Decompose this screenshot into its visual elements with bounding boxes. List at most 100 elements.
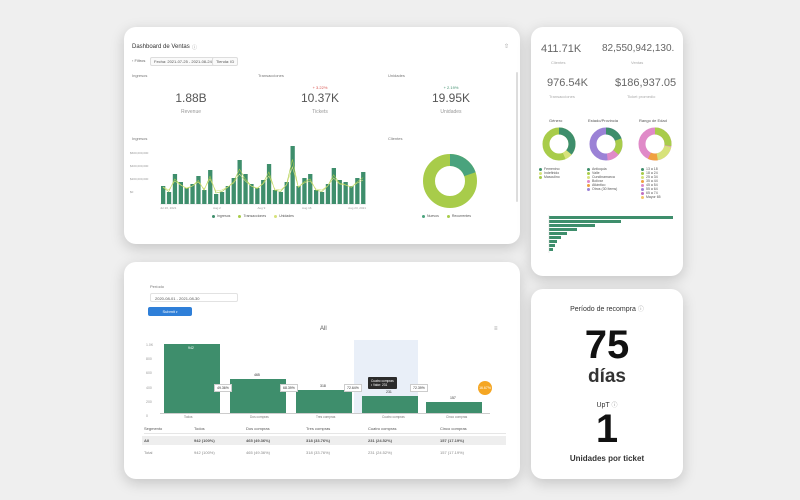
kpi-delta-transactions: + 3.22% <box>312 85 328 90</box>
table-row-highlight <box>142 436 506 445</box>
revenue-bar[interactable] <box>272 190 278 204</box>
state-donut[interactable] <box>586 124 626 164</box>
menu-icon[interactable]: ≡ <box>494 326 498 332</box>
kpi-sub-units: Unidades <box>440 109 462 115</box>
kpi-sub-revenue: Revenue <box>180 109 201 115</box>
bar-value-label: 465 <box>254 373 260 378</box>
funnel-bar-cinco[interactable] <box>426 401 482 413</box>
stat-transactions-label: Transacciones <box>549 94 575 99</box>
info-icon[interactable]: ⓘ <box>611 403 618 409</box>
info-icon[interactable]: ⓘ <box>637 307 644 313</box>
customers-donut[interactable] <box>420 151 480 211</box>
funnel-category-label: Tres compras <box>316 415 336 419</box>
revenue-bar[interactable] <box>161 186 166 204</box>
upt-unit: Unidades por ticket <box>569 454 645 463</box>
kpi-label-revenue: Ingresos <box>132 73 148 78</box>
revenue-bar[interactable] <box>331 168 336 204</box>
revenue-bar[interactable] <box>361 172 366 204</box>
repurchase-funnel-card: Período 2020-08-01 - 2021-08-30 Submit ▾… <box>124 262 520 479</box>
scrollbar[interactable] <box>516 72 518 202</box>
revenue-bar[interactable] <box>296 186 301 204</box>
funnel-bar-todos[interactable] <box>164 344 220 413</box>
stat-sales-label: Ventas <box>631 60 644 65</box>
revenue-bar[interactable] <box>308 174 313 204</box>
customers-legend: Nuevos Recurrentes <box>422 214 471 218</box>
revenue-bar[interactable] <box>243 174 248 204</box>
revenue-bar[interactable] <box>290 146 295 204</box>
repurchase-title: Período de recompra ⓘ <box>570 306 644 313</box>
revenue-bar[interactable] <box>190 184 195 204</box>
revenue-bar[interactable] <box>172 174 178 204</box>
revenue-bar[interactable] <box>208 170 213 204</box>
revenue-bar[interactable] <box>231 178 236 204</box>
submit-button[interactable]: Submit ▾ <box>148 307 192 316</box>
funnel-category-label: Cinco compras <box>446 415 468 419</box>
revenue-legend: Ingresos Transacciones Unidades <box>212 214 294 218</box>
revenue-y-axis: $600,000,000 $400,000,000 $200,000,000 $… <box>130 151 149 194</box>
revenue-bar[interactable] <box>178 182 183 204</box>
funnel-bar-dos[interactable] <box>230 379 286 413</box>
revenue-bar[interactable] <box>237 160 242 204</box>
kpi-delta-units: + 2.19% <box>443 85 459 90</box>
conversion-badge: 49.36% <box>214 384 232 392</box>
revenue-bar[interactable] <box>214 194 219 204</box>
revenue-bar[interactable] <box>261 180 266 204</box>
bar-value-label: 318 <box>320 383 326 388</box>
revenue-bar[interactable] <box>219 192 225 204</box>
conversion-badge: 72.39% <box>410 384 428 392</box>
revenue-bar[interactable] <box>284 182 289 204</box>
funnel-bar-tres[interactable] <box>296 389 352 413</box>
period-label: Período <box>150 284 165 289</box>
bar-value-label: 942 <box>188 346 194 351</box>
revenue-bar[interactable] <box>249 184 254 204</box>
revenue-bar[interactable] <box>255 188 260 204</box>
sales-dashboard-card: Dashboard de Ventas ⓘ ⇧ ‹ Filtros Fecha:… <box>124 27 520 244</box>
horizontal-bar-chart[interactable] <box>537 211 677 269</box>
revenue-bar[interactable] <box>278 192 283 204</box>
repurchase-period-card: Período de recompra ⓘ 75 días UpT ⓘ 1 Un… <box>531 289 683 479</box>
repurchase-days-value: 75 <box>584 323 630 367</box>
revenue-bar[interactable] <box>355 178 360 204</box>
stats-card: 411.71K Clientes 82,550,942,130. Ventas … <box>531 27 683 276</box>
share-icon[interactable]: ⇧ <box>504 44 510 50</box>
bar-value-label: 157 <box>450 395 456 400</box>
period-input[interactable]: 2020-08-01 - 2021-08-30 <box>150 293 238 302</box>
kpi-label-transactions: Transacciones <box>258 73 284 78</box>
revenue-chart-title: Ingresos <box>132 136 148 141</box>
revenue-bar[interactable] <box>314 190 319 204</box>
revenue-bar[interactable] <box>349 186 354 204</box>
funnel-category-label: Todos <box>184 415 193 419</box>
state-title: Estado/Provincia <box>588 118 619 123</box>
revenue-bar[interactable] <box>302 178 307 204</box>
funnel-axis-line <box>160 413 490 414</box>
revenue-bar[interactable] <box>325 184 331 204</box>
stat-transactions-value: 976.54K <box>547 77 588 89</box>
date-filter-pill[interactable]: Fecha: 2021-07-25 - 2021-08-24 <box>150 57 216 66</box>
revenue-bar[interactable] <box>337 180 342 204</box>
age-donut[interactable] <box>635 124 675 164</box>
table-divider <box>144 433 506 434</box>
gender-donut[interactable] <box>539 124 579 164</box>
revenue-bar[interactable] <box>196 176 201 204</box>
revenue-bar[interactable] <box>166 192 172 204</box>
kpi-value-transactions: 10.37K <box>300 91 340 105</box>
state-legend: Antioquia Valle Cundinamarca Bolívar Atl… <box>587 167 617 191</box>
kpi-label-units: Unidades <box>388 73 405 78</box>
funnel-bar-cuatro[interactable] <box>362 396 418 413</box>
revenue-bar[interactable] <box>225 186 230 204</box>
kpi-sub-transactions: Tickets <box>312 109 328 115</box>
stat-clients-value: 411.71K <box>541 43 582 55</box>
age-legend: 13 a 18 18 a 24 25 a 34 35 a 44 45 a 54 … <box>641 167 661 199</box>
store-filter-pill[interactable]: Tienda: ID <box>212 57 239 66</box>
filters-toggle[interactable]: ‹ Filtros <box>132 58 146 63</box>
info-icon[interactable]: ⓘ <box>192 45 198 51</box>
revenue-bar[interactable] <box>319 192 325 204</box>
revenue-combo-chart[interactable] <box>160 145 366 205</box>
revenue-bar[interactable] <box>184 188 189 204</box>
revenue-bar[interactable] <box>343 182 348 204</box>
revenue-bar[interactable] <box>202 190 207 204</box>
revenue-bar[interactable] <box>266 164 272 204</box>
age-title: Rango de Edad <box>639 118 667 123</box>
upt-title: UpT ⓘ <box>596 402 618 409</box>
caret-down-icon: ▾ <box>176 310 178 314</box>
